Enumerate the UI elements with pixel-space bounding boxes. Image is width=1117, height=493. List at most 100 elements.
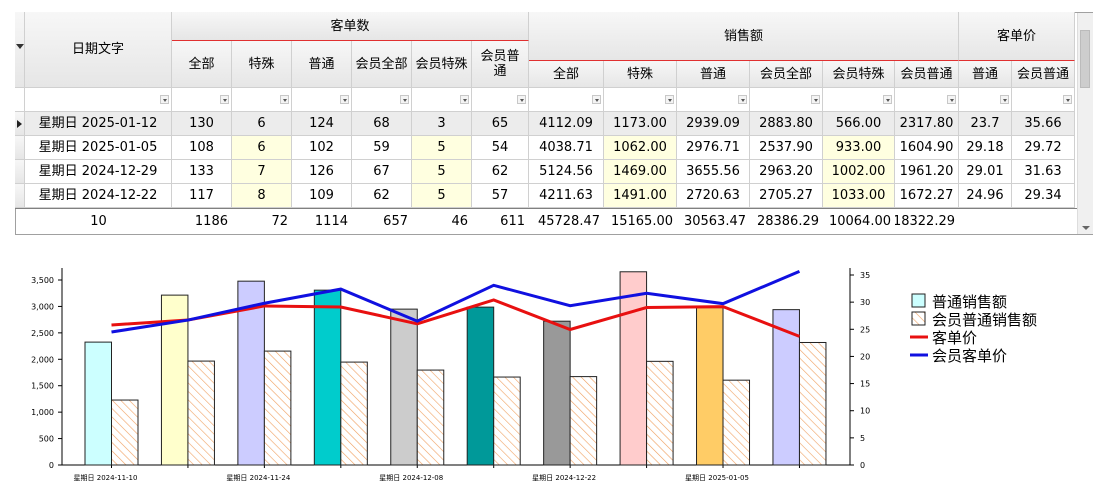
data-cell[interactable]: 8 [232,184,292,208]
filter-button[interactable] [460,95,469,104]
data-cell[interactable]: 1033.00 [823,184,895,208]
data-cell[interactable]: 566.00 [823,112,895,136]
data-cell[interactable]: 3 [412,112,472,136]
data-cell[interactable]: 5 [412,184,472,208]
filter-button[interactable] [1000,95,1009,104]
date-cell[interactable]: 星期日 2025-01-05 [25,136,172,160]
data-cell[interactable]: 23.7 [959,112,1012,136]
footer-total: 1114 [314,213,348,229]
data-cell[interactable]: 5 [412,136,472,160]
hatched-bar [722,379,751,466]
data-cell[interactable]: 2317.80 [895,112,959,136]
date-cell[interactable]: 星期日 2024-12-29 [25,160,172,184]
hatched-bar [263,350,292,466]
data-cell[interactable]: 109 [292,184,352,208]
filter-cell[interactable] [472,88,529,112]
data-cell[interactable]: 2963.20 [750,160,823,184]
data-cell[interactable]: 29.01 [959,160,1012,184]
data-cell[interactable]: 1604.90 [895,136,959,160]
filter-button[interactable] [160,95,169,104]
filter-button[interactable] [400,95,409,104]
data-cell[interactable]: 102 [292,136,352,160]
filter-cell[interactable] [292,88,352,112]
data-cell[interactable]: 130 [172,112,232,136]
data-cell[interactable]: 6 [232,136,292,160]
filter-button[interactable] [947,95,956,104]
data-cell[interactable]: 59 [352,136,412,160]
data-cell[interactable]: 1672.27 [895,184,959,208]
data-cell[interactable]: 65 [472,112,529,136]
filter-cell[interactable] [25,88,172,112]
data-cell[interactable]: 117 [172,184,232,208]
data-cell[interactable]: 35.66 [1012,112,1075,136]
filter-cell[interactable] [750,88,823,112]
filter-cell[interactable] [959,88,1012,112]
data-cell[interactable]: 124 [292,112,352,136]
data-cell[interactable]: 108 [172,136,232,160]
data-cell[interactable]: 5124.56 [529,160,604,184]
filter-cell[interactable] [1012,88,1075,112]
filter-button[interactable] [738,95,747,104]
data-cell[interactable]: 126 [292,160,352,184]
data-cell[interactable]: 29.34 [1012,184,1075,208]
data-cell[interactable]: 1062.00 [604,136,677,160]
filter-button[interactable] [883,95,892,104]
data-cell[interactable]: 62 [472,160,529,184]
data-cell[interactable]: 2720.63 [677,184,750,208]
date-cell[interactable]: 星期日 2024-12-22 [25,184,172,208]
data-cell[interactable]: 933.00 [823,136,895,160]
filter-button[interactable] [811,95,820,104]
data-cell[interactable]: 2939.09 [677,112,750,136]
data-cell[interactable]: 68 [352,112,412,136]
filter-cell[interactable] [895,88,959,112]
data-cell[interactable]: 1173.00 [604,112,677,136]
filter-cell[interactable] [412,88,472,112]
column-header: 会员普通 [1012,61,1075,88]
filter-button[interactable] [665,95,674,104]
data-cell[interactable]: 29.18 [959,136,1012,160]
filter-cell[interactable] [529,88,604,112]
data-cell[interactable]: 2883.80 [750,112,823,136]
data-cell[interactable]: 6 [232,112,292,136]
data-cell[interactable]: 2976.71 [677,136,750,160]
filter-button[interactable] [517,95,526,104]
filter-cell[interactable] [172,88,232,112]
data-cell[interactable]: 1491.00 [604,184,677,208]
data-cell[interactable]: 54 [472,136,529,160]
filter-cell[interactable] [677,88,750,112]
data-cell[interactable]: 2705.27 [750,184,823,208]
filter-cell[interactable] [232,88,292,112]
data-cell[interactable]: 3655.56 [677,160,750,184]
data-cell[interactable]: 62 [352,184,412,208]
data-cell[interactable]: 24.96 [959,184,1012,208]
filter-button[interactable] [592,95,601,104]
y-tick-label: 1,000 [31,408,54,417]
scroll-up[interactable] [1077,14,1093,28]
data-cell[interactable]: 29.72 [1012,136,1075,160]
data-cell[interactable]: 7 [232,160,292,184]
scroll-down[interactable] [1082,226,1090,230]
data-cell[interactable]: 2537.90 [750,136,823,160]
filter-cell[interactable] [604,88,677,112]
data-cell[interactable]: 1469.00 [604,160,677,184]
filter-button[interactable] [1063,95,1072,104]
data-cell[interactable]: 5 [412,160,472,184]
date-cell[interactable]: 星期日 2025-01-12 [25,112,172,136]
filter-button[interactable] [220,95,229,104]
filter-cell[interactable] [352,88,412,112]
data-cell[interactable]: 1961.20 [895,160,959,184]
column-header: 会员普通 [895,61,959,88]
filter-button[interactable] [340,95,349,104]
data-cell[interactable]: 4211.63 [529,184,604,208]
data-cell[interactable]: 1002.00 [823,160,895,184]
filter-cell[interactable] [823,88,895,112]
scroll-thumb[interactable] [1080,30,1090,88]
data-cell[interactable]: 4112.09 [529,112,604,136]
data-cell[interactable]: 67 [352,160,412,184]
data-cell[interactable]: 4038.71 [529,136,604,160]
legend-label: 客单价 [932,329,977,347]
data-cell[interactable]: 31.63 [1012,160,1075,184]
data-cell[interactable]: 57 [472,184,529,208]
data-cell[interactable]: 133 [172,160,232,184]
filter-button[interactable] [280,95,289,104]
